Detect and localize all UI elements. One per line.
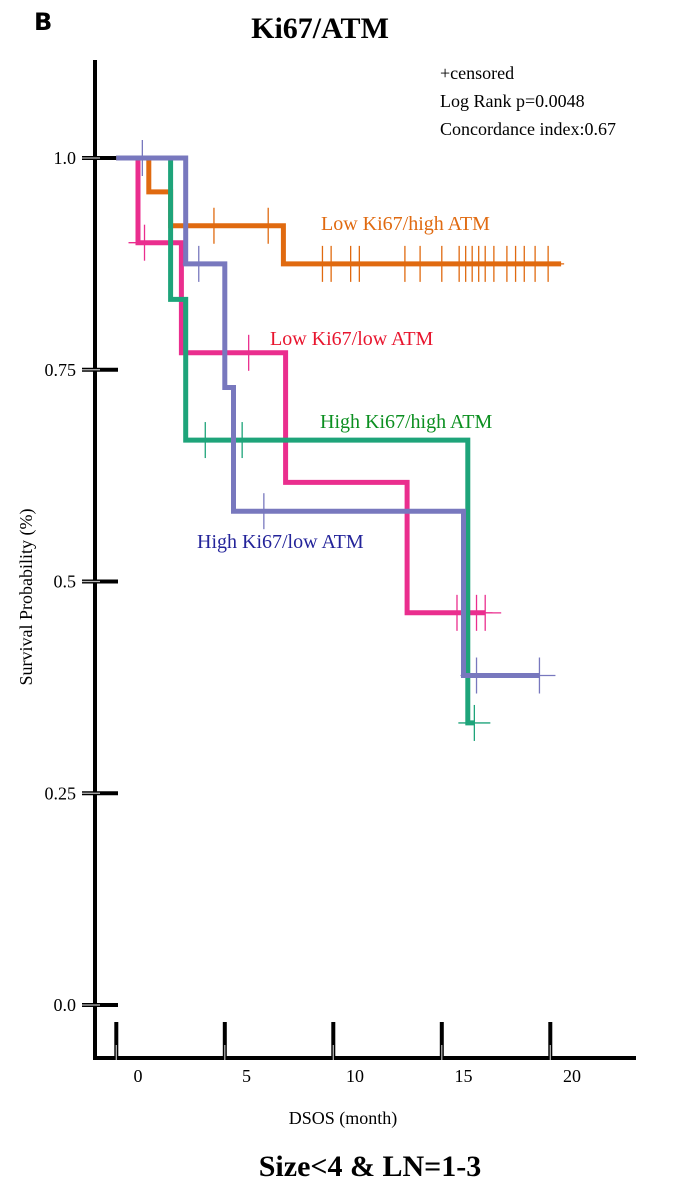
x-tick-label: 15	[455, 1066, 473, 1086]
label-low-ki67-low-atm: Low Ki67/low ATM	[270, 328, 434, 350]
y-tick-label: 0.0	[54, 995, 77, 1015]
y-tick-label: 1.0	[54, 148, 77, 168]
x-tick-label: 5	[242, 1066, 251, 1086]
x-tick-label: 10	[346, 1066, 364, 1086]
y-tick-label: 0.75	[45, 360, 77, 380]
panel-label: B	[34, 8, 52, 36]
x-tick-label: 20	[563, 1066, 581, 1086]
series-layer	[116, 140, 565, 741]
chart-title: Ki67/ATM	[251, 12, 389, 45]
label-high-ki67-high-atm: High Ki67/high ATM	[320, 411, 492, 433]
x-ticks: 0 5 10 15 20	[114, 1022, 581, 1086]
y-tick-label: 0.25	[45, 783, 77, 803]
y-ticks: 0.0 0.25 0.5 0.75 1.0	[45, 148, 118, 1015]
label-low-ki67-high-atm: Low Ki67/high ATM	[321, 213, 490, 235]
axes	[93, 60, 636, 1060]
chart-subtitle: Size<4 & LN=1-3	[259, 1150, 482, 1183]
series-line-2	[116, 155, 475, 726]
annotation-logrank: Log Rank p=0.0048	[440, 91, 585, 111]
annotation-censored: +censored	[440, 63, 514, 83]
y-tick-label: 0.5	[54, 572, 77, 592]
y-axis-label: Survival Probability (%)	[16, 509, 37, 686]
label-high-ki67-low-atm: High Ki67/low ATM	[197, 531, 364, 553]
x-axis-label: DSOS (month)	[289, 1108, 398, 1129]
series-line-3	[116, 155, 540, 678]
x-tick-label: 0	[134, 1066, 143, 1086]
annotation-concordance: Concordance index:0.67	[440, 119, 616, 139]
